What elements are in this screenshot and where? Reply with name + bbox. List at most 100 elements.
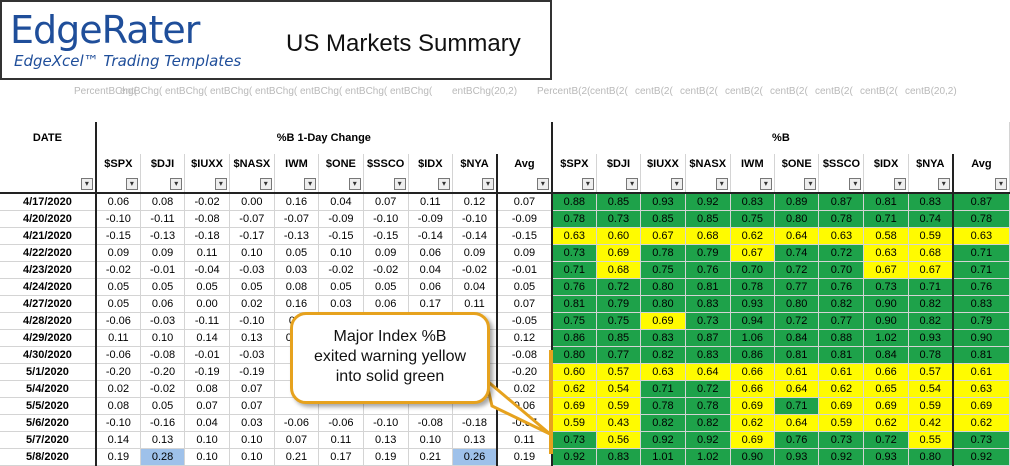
- pctb-change-cell[interactable]: 0.08: [140, 193, 186, 211]
- pctb-cell[interactable]: 0.66: [730, 363, 775, 381]
- pctb-change-cell[interactable]: 0.16: [274, 295, 320, 313]
- pctb-change-cell[interactable]: 0.21: [408, 448, 453, 466]
- pctb-change-cell[interactable]: 0.11: [94, 329, 141, 347]
- pctb-change-cell[interactable]: 0.09: [140, 244, 186, 262]
- pctb-change-cell[interactable]: -0.06: [318, 414, 364, 432]
- pctb-cell[interactable]: 0.63: [951, 380, 1010, 398]
- pctb-cell[interactable]: 0.86: [730, 346, 775, 364]
- pctb-change-cell[interactable]: -0.08: [184, 210, 230, 228]
- filter-dropdown-icon[interactable]: ▾: [581, 177, 594, 190]
- pctb-cell[interactable]: 0.73: [550, 244, 597, 262]
- pctb-cell[interactable]: 0.83: [640, 329, 686, 347]
- pctb-change-cell[interactable]: 0.12: [452, 193, 498, 211]
- pctb-change-cell[interactable]: 0.17: [408, 295, 453, 313]
- pctb-cell[interactable]: 0.80: [550, 346, 597, 364]
- pctb-cell[interactable]: 0.64: [774, 380, 820, 398]
- pctb-cell[interactable]: 0.79: [951, 312, 1010, 330]
- pctb-change-cell[interactable]: -0.11: [184, 312, 230, 330]
- pctb-cell[interactable]: 0.74: [774, 244, 820, 262]
- pctb-cell[interactable]: 0.42: [908, 414, 954, 432]
- pctb-cell[interactable]: 0.93: [730, 295, 775, 313]
- date-cell[interactable]: 4/21/2020: [0, 227, 97, 245]
- pctb-change-cell[interactable]: 0.08: [94, 397, 141, 415]
- pctb-change-cell[interactable]: -0.06: [94, 346, 141, 364]
- pctb-change-cell[interactable]: 0.09: [363, 244, 409, 262]
- filter-dropdown-icon[interactable]: ▾: [995, 177, 1007, 190]
- pctb-cell[interactable]: 0.85: [685, 210, 731, 228]
- pctb-cell[interactable]: 0.93: [640, 193, 686, 211]
- pctb-cell[interactable]: 0.77: [774, 278, 820, 296]
- pctb-change-cell[interactable]: 0.03: [318, 295, 364, 313]
- filter-dropdown-icon[interactable]: ▾: [715, 177, 728, 190]
- pctb-change-cell[interactable]: -0.02: [140, 380, 186, 398]
- pctb-change-cell[interactable]: 0.13: [229, 329, 275, 347]
- pctb-cell[interactable]: 0.69: [818, 397, 865, 415]
- pctb-change-cell[interactable]: 0.04: [318, 193, 364, 211]
- pctb-change-cell[interactable]: -0.06: [274, 414, 320, 432]
- pctb-cell[interactable]: 0.78: [550, 210, 597, 228]
- pctb-change-cell[interactable]: 0.02: [229, 295, 275, 313]
- pctb-change-cell[interactable]: -0.02: [452, 261, 498, 279]
- pctb-cell[interactable]: 0.81: [951, 346, 1010, 364]
- pctb-cell[interactable]: 0.87: [951, 193, 1010, 211]
- pctb-change-cell[interactable]: 0.05: [496, 278, 553, 296]
- pctb-change-cell[interactable]: -0.14: [408, 227, 453, 245]
- pctb-cell[interactable]: 0.71: [550, 261, 597, 279]
- pctb-change-cell[interactable]: -0.01: [496, 261, 553, 279]
- pctb-cell[interactable]: 0.80: [774, 210, 820, 228]
- pctb-cell[interactable]: 0.67: [640, 227, 686, 245]
- pctb-cell[interactable]: 0.59: [818, 414, 865, 432]
- pctb-change-cell[interactable]: 0.19: [94, 448, 141, 466]
- pctb-cell[interactable]: 0.62: [863, 414, 909, 432]
- pctb-change-cell[interactable]: 0.04: [452, 278, 498, 296]
- pctb-change-cell[interactable]: 0.11: [184, 244, 230, 262]
- pctb-change-cell[interactable]: 0.07: [496, 193, 553, 211]
- pctb-change-cell[interactable]: -0.16: [140, 414, 186, 432]
- pctb-cell[interactable]: 0.68: [596, 261, 642, 279]
- pctb-change-cell[interactable]: -0.04: [184, 261, 230, 279]
- pctb-change-cell[interactable]: 0.21: [274, 448, 320, 466]
- filter-dropdown-icon[interactable]: ▾: [125, 177, 138, 190]
- pctb-cell[interactable]: 0.63: [951, 227, 1010, 245]
- pctb-cell[interactable]: 0.69: [730, 397, 775, 415]
- pctb-change-cell[interactable]: 0.08: [184, 380, 230, 398]
- pctb-change-cell[interactable]: 0.11: [452, 295, 498, 313]
- pctb-cell[interactable]: 0.78: [908, 346, 954, 364]
- pctb-cell[interactable]: 0.67: [863, 261, 909, 279]
- pctb-cell[interactable]: 0.72: [818, 244, 865, 262]
- pctb-cell[interactable]: 0.93: [863, 448, 909, 466]
- pctb-cell[interactable]: 0.62: [730, 227, 775, 245]
- pctb-change-cell[interactable]: -0.15: [363, 227, 409, 245]
- pctb-change-cell[interactable]: 0.09: [496, 244, 553, 262]
- pctb-cell[interactable]: 0.88: [818, 329, 865, 347]
- pctb-cell[interactable]: 0.78: [951, 210, 1010, 228]
- pctb-cell[interactable]: 0.85: [596, 329, 642, 347]
- pctb-change-cell[interactable]: -0.02: [184, 193, 230, 211]
- pctb-cell[interactable]: 0.81: [685, 278, 731, 296]
- date-cell[interactable]: 5/5/2020: [0, 397, 97, 415]
- pctb-change-cell[interactable]: -0.10: [229, 312, 275, 330]
- pctb-change-cell[interactable]: 0.05: [94, 295, 141, 313]
- pctb-cell[interactable]: 0.84: [774, 329, 820, 347]
- pctb-change-cell[interactable]: 0.09: [452, 244, 498, 262]
- pctb-cell[interactable]: 0.82: [908, 312, 954, 330]
- date-cell[interactable]: 4/29/2020: [0, 329, 97, 347]
- pctb-cell[interactable]: 0.61: [774, 363, 820, 381]
- pctb-cell[interactable]: 0.88: [550, 193, 597, 211]
- pctb-cell[interactable]: 0.85: [596, 193, 642, 211]
- pctb-change-cell[interactable]: 0.08: [274, 278, 320, 296]
- pctb-change-cell[interactable]: -0.07: [229, 210, 275, 228]
- date-cell[interactable]: 4/22/2020: [0, 244, 97, 262]
- pctb-cell[interactable]: 0.81: [818, 346, 865, 364]
- pctb-cell[interactable]: 0.68: [685, 227, 731, 245]
- pctb-change-cell[interactable]: 0.02: [496, 380, 553, 398]
- pctb-change-cell[interactable]: 0.07: [496, 295, 553, 313]
- pctb-cell[interactable]: 0.69: [730, 431, 775, 449]
- pctb-change-cell[interactable]: -0.01: [184, 346, 230, 364]
- pctb-cell[interactable]: 0.73: [685, 312, 731, 330]
- pctb-change-cell[interactable]: 0.00: [229, 193, 275, 211]
- pctb-change-cell[interactable]: -0.10: [363, 414, 409, 432]
- pctb-change-cell[interactable]: 0.02: [94, 380, 141, 398]
- pctb-cell[interactable]: 0.79: [596, 295, 642, 313]
- pctb-change-cell[interactable]: 0.10: [408, 431, 453, 449]
